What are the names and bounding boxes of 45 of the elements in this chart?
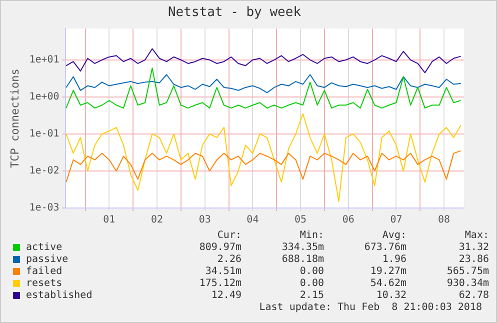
x-tick-label: 05 <box>294 214 307 226</box>
y-tick-label: 1e+01 <box>29 54 60 66</box>
text: Min: <box>298 230 325 242</box>
x-tick-label: 04 <box>246 214 259 226</box>
x-tick-label: 07 <box>390 214 402 226</box>
text: 1.96 <box>381 254 408 266</box>
y-tick-label: 1e-02 <box>29 166 60 177</box>
text: Cur: <box>216 230 242 242</box>
legend-label: established <box>25 290 94 302</box>
legend-label: active <box>25 242 64 254</box>
text: 673.76m <box>363 242 408 254</box>
legend-label: resets <box>25 278 64 290</box>
text: Avg: <box>381 230 408 242</box>
y-tick-label: 1e+00 <box>29 92 60 103</box>
x-tick-label: 06 <box>342 214 354 226</box>
x-tick-label: 08 <box>438 214 450 226</box>
text: 175.12m <box>198 278 242 290</box>
chart-title: Netstat - by week <box>168 5 302 20</box>
text: 809.97m <box>198 242 242 254</box>
legend-label: failed <box>25 266 64 278</box>
text: 2.15 <box>298 290 325 302</box>
y-tick-label: 1e-01 <box>29 128 60 140</box>
text: 23.86 <box>458 254 490 266</box>
text: 565.75m <box>446 266 490 278</box>
x-tick-label: 02 <box>150 214 164 226</box>
text: Max: <box>464 230 490 242</box>
text: 31.32 <box>458 242 490 254</box>
text: 0.00 <box>298 278 325 290</box>
text: 688.18m <box>280 254 325 266</box>
text: 62.78 <box>458 290 490 302</box>
text: 10.32 <box>375 290 408 302</box>
text: 54.62m <box>369 278 408 290</box>
x-tick-label: 01 <box>103 214 116 226</box>
text: 334.35m <box>280 242 325 254</box>
y-axis-title: TCP connections <box>8 68 22 168</box>
text: 0.00 <box>298 266 325 278</box>
text: 2.26 <box>216 254 242 266</box>
x-tick-label: 03 <box>198 214 211 226</box>
text: 34.51m <box>204 266 242 278</box>
y-tick-label: 1e-03 <box>29 202 60 214</box>
text: 930.34m <box>446 278 490 290</box>
text: 12.49 <box>210 290 242 302</box>
text: 19.27m <box>369 266 408 278</box>
legend-label: passive <box>25 254 70 266</box>
text: Last update: Thu Feb 8 21:00:03 2018 <box>259 302 482 313</box>
